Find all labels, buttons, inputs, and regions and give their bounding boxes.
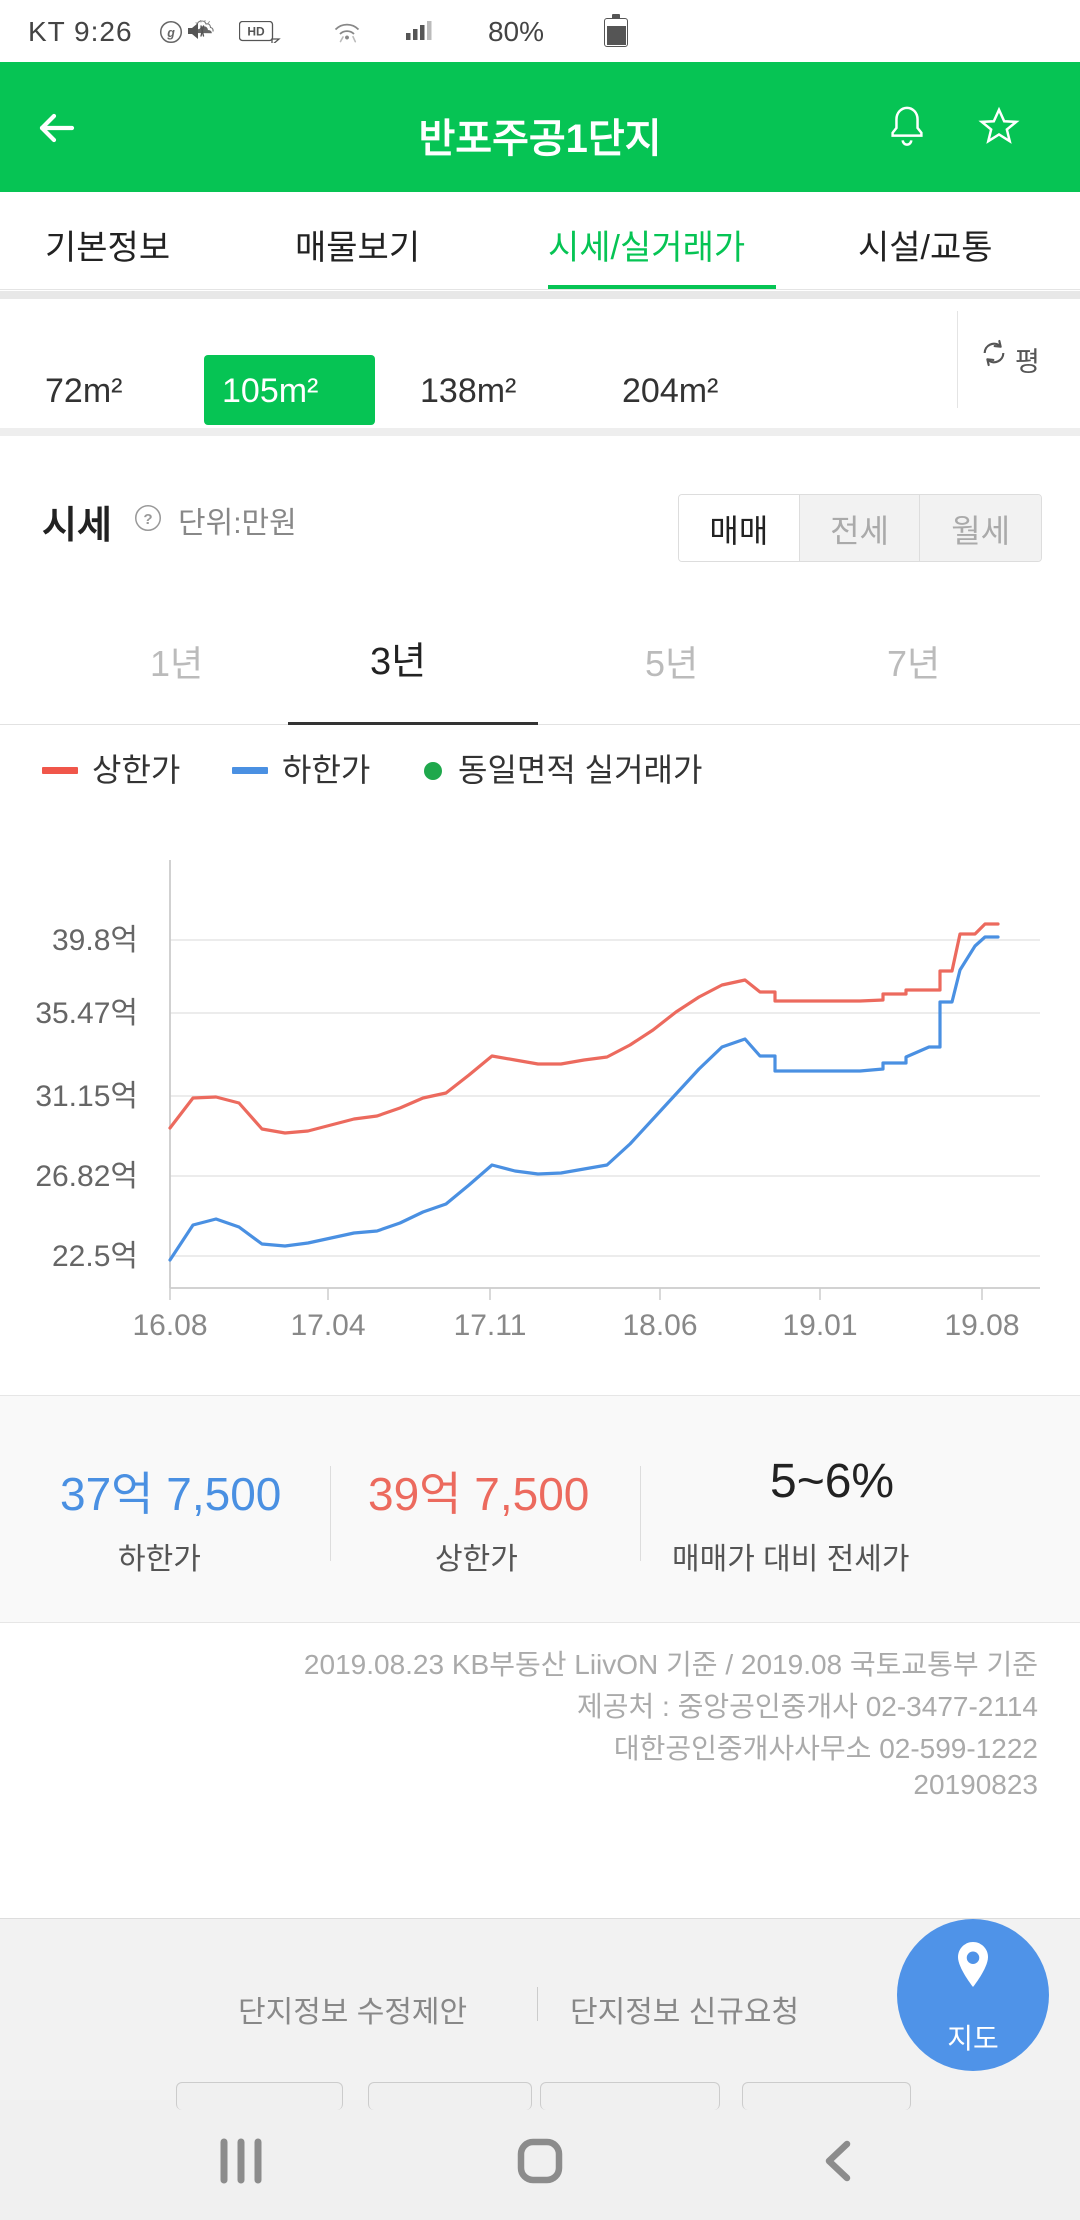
svg-text:17.11: 17.11 bbox=[454, 1309, 527, 1342]
svg-text:g: g bbox=[166, 26, 175, 40]
svg-text:16.08: 16.08 bbox=[132, 1309, 207, 1342]
svg-text:19.01: 19.01 bbox=[782, 1309, 857, 1342]
svg-text:22.5억: 22.5억 bbox=[52, 1240, 138, 1273]
svg-text:19.08: 19.08 bbox=[944, 1309, 1019, 1342]
svg-text:HD: HD bbox=[247, 25, 265, 39]
svg-text:31.15억: 31.15억 bbox=[35, 1080, 138, 1113]
svg-text:18.06: 18.06 bbox=[622, 1309, 697, 1342]
svg-text:26.82억: 26.82억 bbox=[35, 1160, 138, 1193]
svg-text:17.04: 17.04 bbox=[290, 1309, 365, 1342]
svg-text:?: ? bbox=[143, 511, 152, 528]
svg-text:35.47억: 35.47억 bbox=[35, 997, 138, 1030]
svg-text:39.8억: 39.8억 bbox=[52, 924, 138, 957]
